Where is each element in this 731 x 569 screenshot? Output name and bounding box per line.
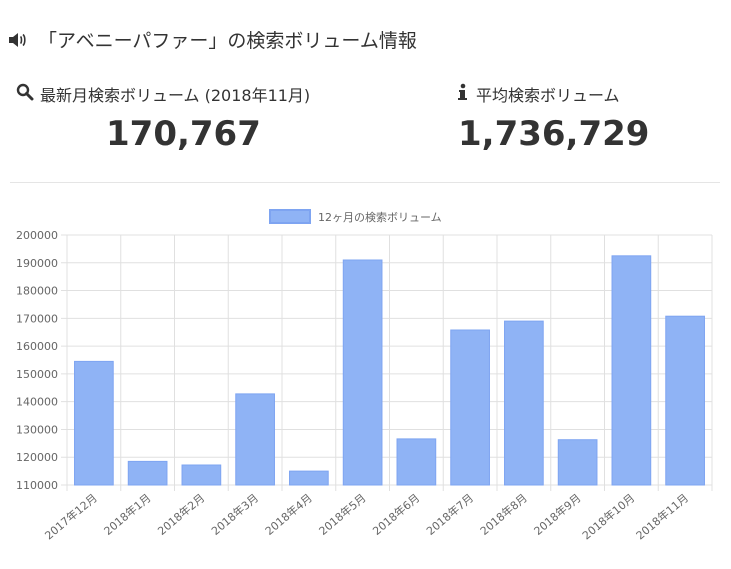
x-tick-label: 2018年5月	[316, 491, 369, 538]
y-tick-label: 200000	[16, 229, 58, 242]
x-tick-label: 2018年4月	[262, 491, 315, 538]
bar	[665, 315, 705, 486]
bar	[289, 470, 329, 486]
search-icon	[16, 83, 34, 105]
legend-label: 12ヶ月の検索ボリューム	[318, 210, 442, 224]
y-tick-label: 160000	[16, 340, 58, 353]
bar	[396, 438, 437, 486]
latest-volume-label-row: 最新月検索ボリューム (2018年11月)	[16, 82, 356, 106]
x-tick-label: 2018年3月	[208, 491, 261, 538]
y-tick-label: 120000	[16, 451, 58, 464]
y-tick-label: 180000	[16, 285, 58, 298]
y-tick-label: 110000	[16, 479, 58, 492]
x-tick-label: 2018年6月	[370, 491, 423, 538]
y-tick-label: 170000	[16, 312, 58, 325]
x-tick-label: 2018年10月	[579, 491, 637, 543]
average-volume-label: 平均検索ボリューム	[476, 86, 620, 105]
x-tick-label: 2018年11月	[633, 491, 691, 543]
x-tick-label: 2018年8月	[477, 491, 530, 538]
x-tick-label: 2017年12月	[42, 491, 100, 543]
info-icon	[456, 83, 470, 105]
y-tick-label: 130000	[16, 423, 58, 436]
speaker-icon	[8, 31, 28, 49]
page-title: 「アベニーパファー」の検索ボリューム情報	[38, 30, 417, 52]
average-volume-stat: 平均検索ボリューム 1,736,729	[456, 82, 731, 154]
section-divider	[10, 182, 720, 183]
search-volume-chart: 12ヶ月の検索ボリューム 110000 120000 130000 140000 1500…	[16, 209, 713, 543]
x-tick-label: 2018年7月	[423, 491, 476, 538]
latest-volume-label: 最新月検索ボリューム (2018年11月)	[40, 86, 311, 105]
legend-swatch	[269, 209, 311, 224]
page-title-row: 「アベニーパファー」の検索ボリューム情報	[8, 26, 417, 53]
bar	[127, 460, 168, 486]
bar	[74, 360, 114, 486]
x-tick-label: 2018年9月	[531, 491, 584, 538]
latest-volume-stat: 最新月検索ボリューム (2018年11月) 170,767	[16, 82, 356, 154]
latest-volume-value: 170,767	[106, 114, 261, 154]
bar	[611, 255, 652, 486]
bar	[181, 464, 222, 486]
x-tick-label: 2018年2月	[155, 491, 208, 538]
average-volume-value: 1,736,729	[458, 114, 650, 154]
bar	[342, 259, 383, 486]
average-volume-label-row: 平均検索ボリューム	[456, 82, 731, 106]
y-tick-label: 190000	[16, 257, 58, 270]
bar	[450, 329, 490, 486]
y-tick-label: 150000	[16, 368, 58, 381]
bar	[557, 439, 598, 486]
bar	[235, 393, 275, 486]
x-tick-label: 2018年1月	[101, 491, 154, 538]
y-tick-label: 140000	[16, 396, 58, 409]
bar	[504, 320, 544, 486]
